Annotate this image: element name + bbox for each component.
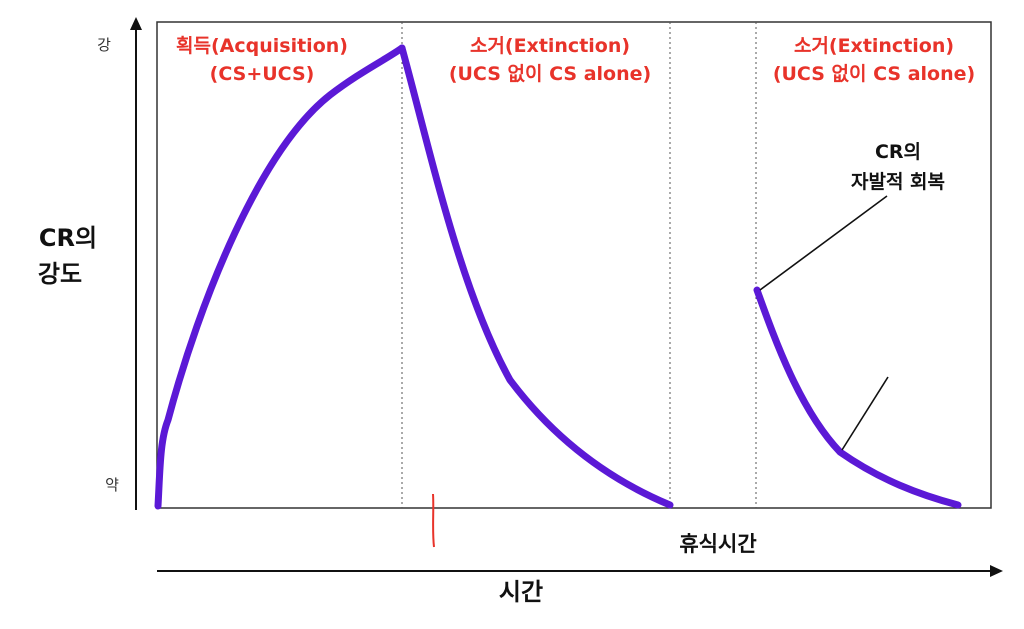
red-tick-mark (432, 493, 435, 548)
acquisition-label-line1: 획득(Acquisition) (176, 35, 348, 57)
x-axis-arrowhead (990, 565, 1003, 577)
extinction1-label-line2: (UCS 없이 CS alone) (449, 63, 651, 85)
extinction2-label-line1: 소거(Extinction) (794, 35, 954, 57)
y-axis-title-line1: CR의 (39, 224, 97, 252)
extinction1-label-line1: 소거(Extinction) (470, 35, 630, 57)
plot-frame (156, 21, 992, 509)
acquisition-curve (154, 44, 406, 510)
extinction2-label-line2: (UCS 없이 CS alone) (773, 63, 975, 85)
x-axis-title: 시간 (499, 578, 543, 606)
y-top-tick-label: 강 (97, 36, 111, 54)
rest-time-label: 휴식시간 (679, 532, 756, 556)
second-callout-line (841, 376, 889, 451)
recovery-label-line2: 자발적 회복 (851, 171, 945, 193)
extinction-curve-1 (398, 44, 674, 509)
y-bottom-tick-label: 약 (105, 476, 119, 494)
acquisition-label-line2: (CS+UCS) (210, 63, 315, 85)
recovery-callout-line (759, 195, 888, 291)
spontaneous-recovery-curve (753, 286, 962, 509)
y-axis-title-line2: 강도 (38, 260, 82, 288)
recovery-label-line1: CR의 (875, 141, 921, 163)
y-axis-arrowhead (130, 17, 142, 30)
